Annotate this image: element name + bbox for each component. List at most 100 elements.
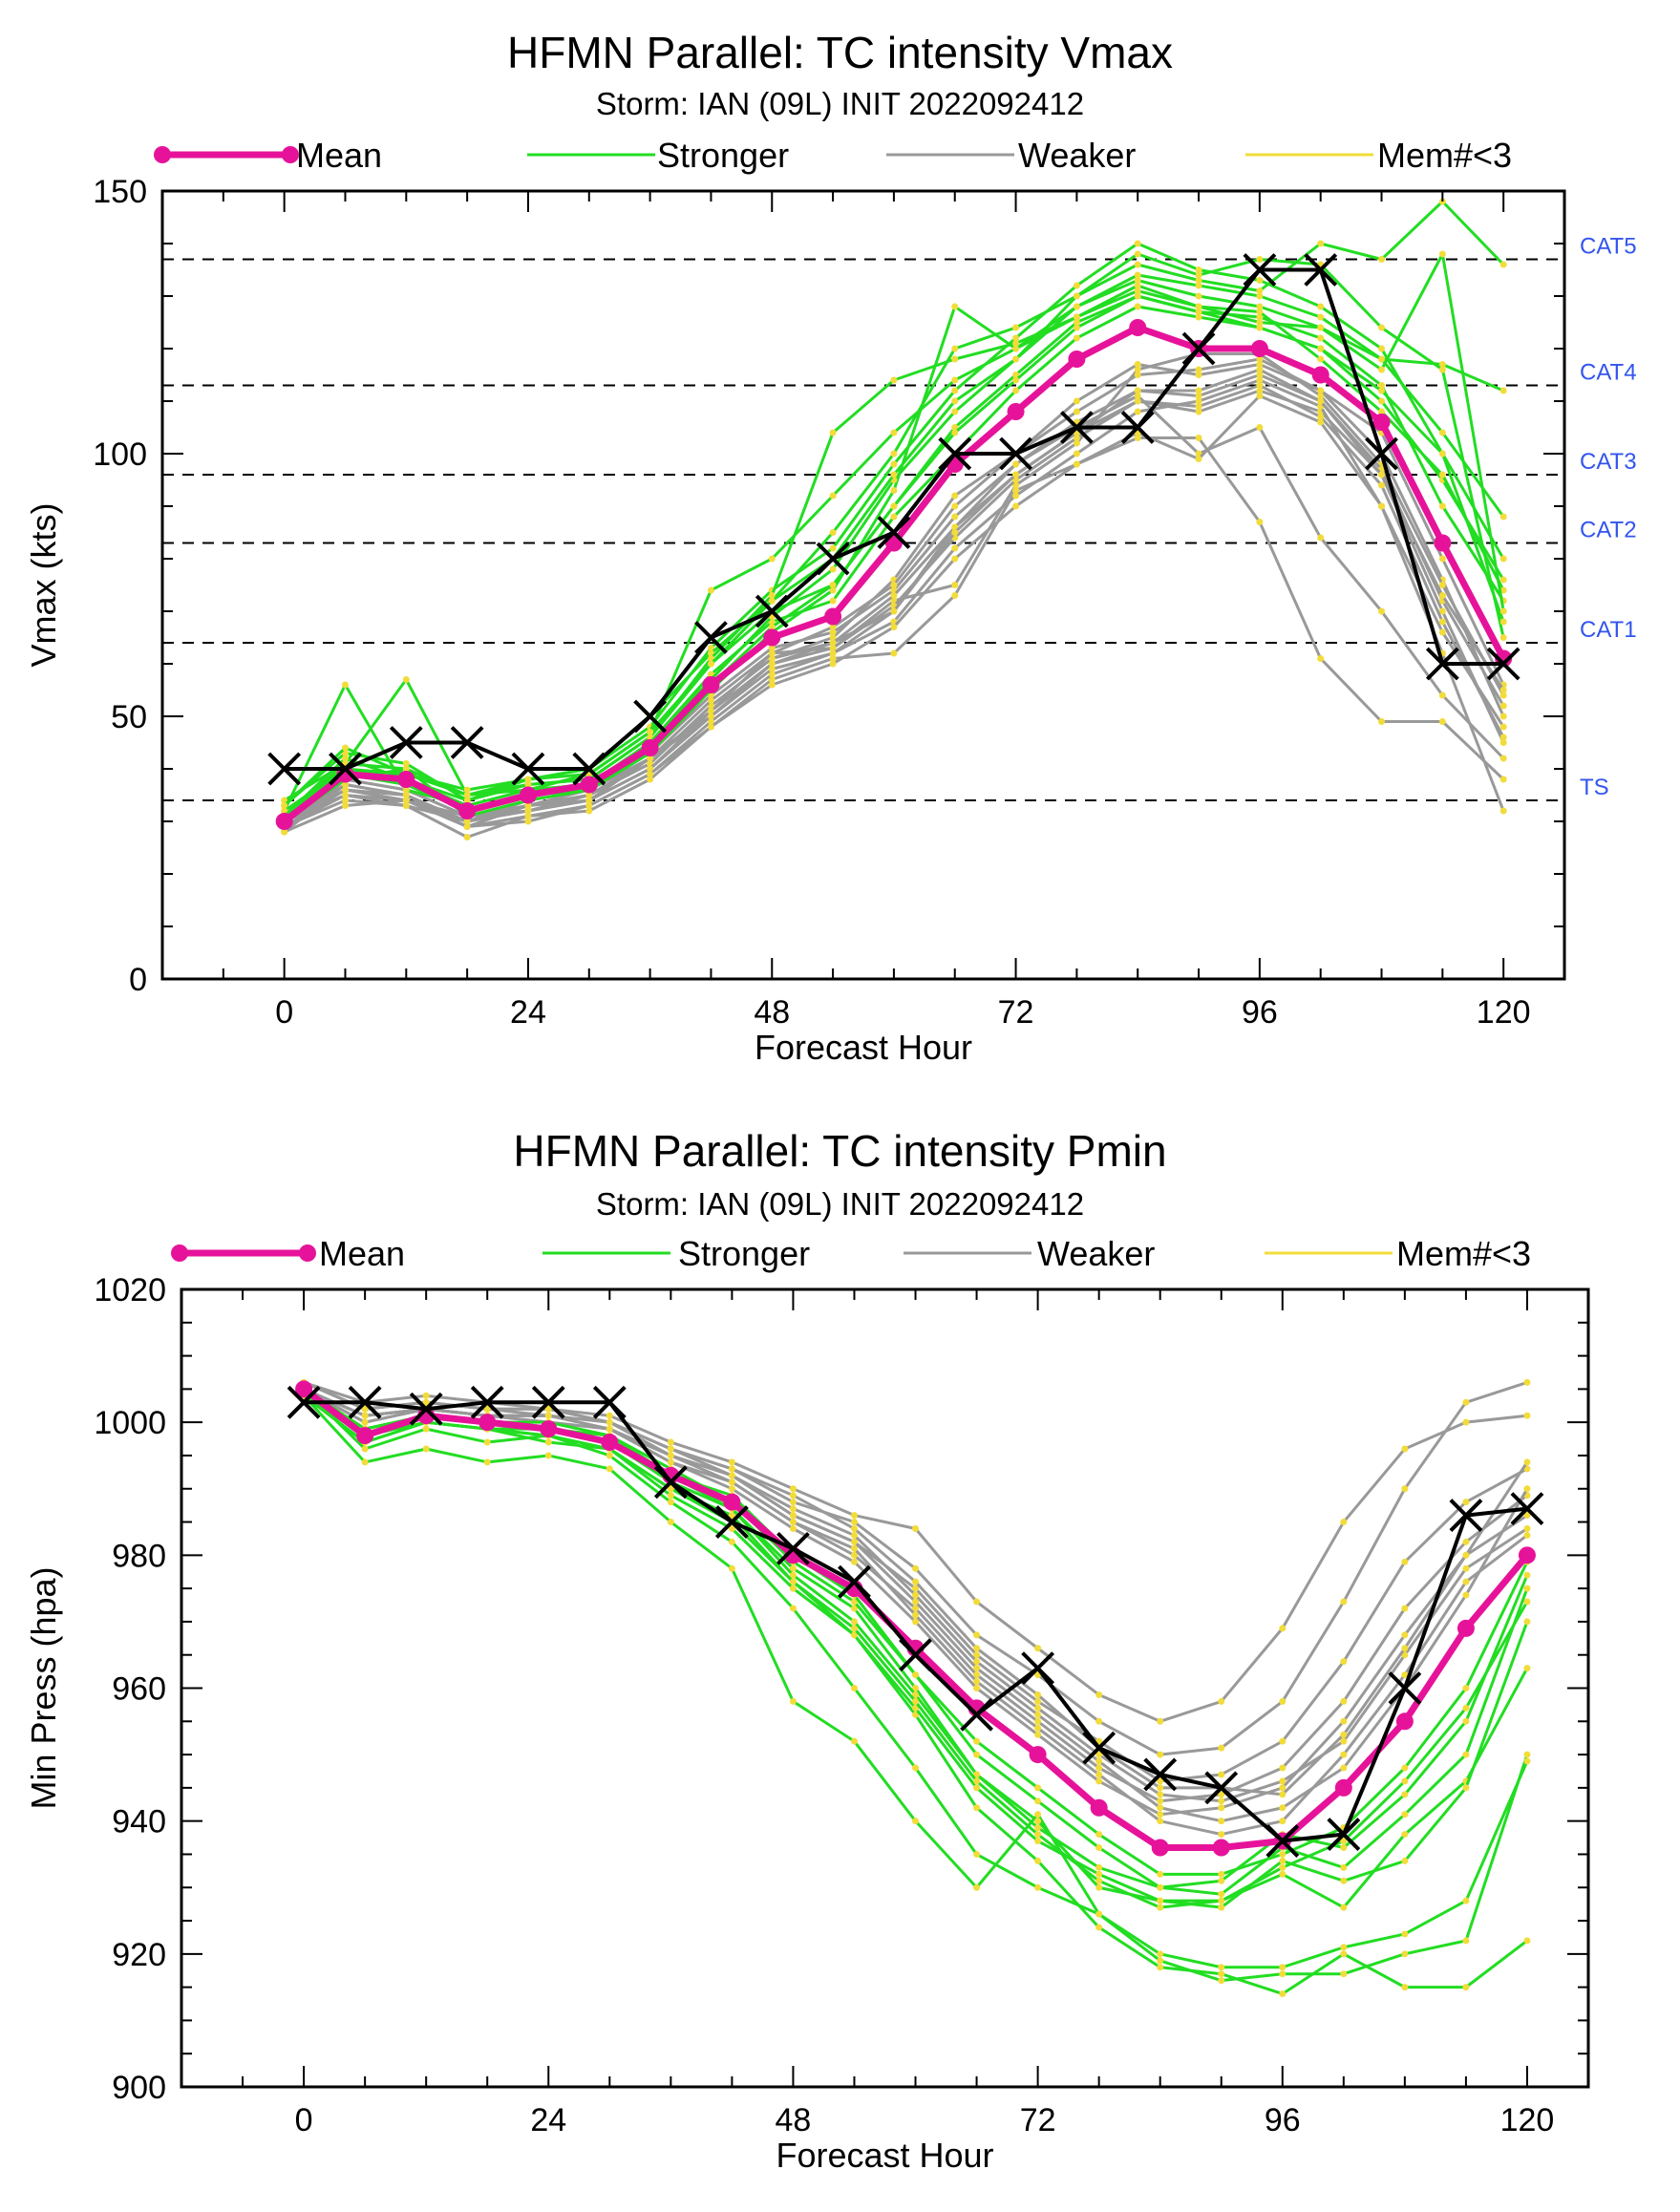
member-point bbox=[1095, 1924, 1103, 1931]
member-point bbox=[1095, 1877, 1103, 1884]
member-point bbox=[973, 1751, 981, 1758]
member-point bbox=[1256, 355, 1264, 363]
member-point bbox=[1095, 1870, 1103, 1878]
member-point bbox=[544, 1405, 552, 1413]
member-point bbox=[1523, 1751, 1531, 1758]
member-point bbox=[361, 1412, 369, 1419]
member-point bbox=[890, 450, 898, 457]
member-point bbox=[422, 1392, 430, 1399]
best-track-marker bbox=[389, 726, 423, 759]
member-point bbox=[1279, 1791, 1287, 1798]
member-point bbox=[1195, 271, 1202, 279]
y-tick-label: 150 bbox=[93, 174, 147, 210]
legend-weaker-label: Weaker bbox=[1037, 1234, 1156, 1273]
member-point bbox=[402, 786, 410, 794]
member-point bbox=[1218, 1791, 1225, 1798]
member-point bbox=[1157, 1791, 1164, 1798]
best-track-marker bbox=[287, 1385, 321, 1419]
member-point bbox=[1462, 1564, 1470, 1572]
y-tick-label: 100 bbox=[93, 436, 147, 473]
mean-point bbox=[601, 1434, 619, 1452]
member-point bbox=[1340, 1764, 1348, 1772]
member-point bbox=[647, 776, 654, 783]
member-point bbox=[1134, 393, 1141, 399]
member-point bbox=[1378, 408, 1386, 415]
member-point bbox=[1462, 1685, 1470, 1691]
member-point bbox=[973, 1771, 981, 1778]
member-point bbox=[1195, 308, 1202, 315]
category-label: TS bbox=[1580, 775, 1609, 800]
member-point bbox=[1034, 1717, 1042, 1725]
y-tick-label: 50 bbox=[111, 699, 147, 735]
member-point bbox=[1157, 1950, 1164, 1958]
member-point bbox=[1462, 1937, 1470, 1945]
member-point bbox=[829, 634, 837, 641]
member-point bbox=[1134, 292, 1141, 300]
member-point bbox=[973, 1850, 981, 1858]
member-point bbox=[850, 1519, 858, 1526]
member-point bbox=[1012, 345, 1020, 352]
member-point bbox=[1195, 366, 1202, 373]
member-point bbox=[1256, 361, 1264, 368]
member-point bbox=[768, 645, 776, 651]
member-point bbox=[1256, 424, 1264, 431]
member-point bbox=[1317, 397, 1325, 405]
x-tick-label: 120 bbox=[1500, 2102, 1555, 2138]
member-point bbox=[1256, 372, 1264, 378]
member-point bbox=[1034, 1797, 1042, 1805]
vmax-chart-panel: HFMN Parallel: TC intensity Vmax Storm: … bbox=[24, 28, 1637, 1067]
best-track-marker bbox=[938, 436, 972, 471]
member-point bbox=[1523, 1525, 1531, 1532]
member-point bbox=[341, 802, 349, 809]
member-point bbox=[1218, 1697, 1225, 1705]
legend-mean-dot bbox=[299, 1244, 316, 1262]
member-point bbox=[402, 765, 410, 773]
member-point bbox=[912, 1671, 920, 1679]
member-point bbox=[829, 565, 837, 573]
member-point bbox=[1195, 277, 1202, 284]
member-point bbox=[1195, 372, 1202, 378]
member-point bbox=[1462, 1984, 1470, 1991]
member-point bbox=[524, 802, 532, 809]
member-point bbox=[728, 1512, 735, 1520]
member-point bbox=[1218, 1870, 1225, 1878]
member-point bbox=[1157, 1717, 1164, 1725]
member-point bbox=[1401, 1984, 1409, 1991]
member-point bbox=[1438, 250, 1446, 258]
member-point bbox=[1034, 1784, 1042, 1792]
member-point bbox=[768, 555, 776, 563]
member-point bbox=[1378, 382, 1386, 389]
member-point bbox=[1438, 502, 1446, 510]
member-point bbox=[1401, 1857, 1409, 1864]
member-point bbox=[768, 676, 776, 683]
member-point bbox=[890, 592, 898, 599]
member-point bbox=[524, 781, 532, 788]
member-point bbox=[951, 303, 959, 310]
member-point bbox=[1279, 1764, 1287, 1772]
x-axis-label: Forecast Hour bbox=[776, 2136, 993, 2175]
chart-title: HFMN Parallel: TC intensity Pmin bbox=[513, 1126, 1167, 1176]
pmin-plot: 0 24 48 72 96 120 900 920 940 960 980 1000 1020 Forec… bbox=[24, 1244, 1590, 2175]
member-point bbox=[973, 1685, 981, 1691]
member-point bbox=[829, 660, 837, 668]
best-track-marker bbox=[1143, 1757, 1178, 1792]
member-point bbox=[890, 502, 898, 510]
member-point bbox=[912, 1564, 920, 1572]
member-point bbox=[1523, 1378, 1531, 1386]
member-point bbox=[1340, 1877, 1348, 1884]
member-point bbox=[1073, 460, 1080, 468]
member-point bbox=[667, 1485, 674, 1493]
member-point bbox=[1499, 755, 1507, 762]
member-point bbox=[1317, 334, 1325, 342]
member-point bbox=[890, 607, 898, 615]
x-tick-label: 72 bbox=[1020, 2102, 1056, 2138]
member-point bbox=[1256, 313, 1264, 321]
x-tick-label: 48 bbox=[776, 2102, 812, 2138]
member-point bbox=[789, 1499, 797, 1506]
member-point bbox=[1279, 1818, 1287, 1825]
member-point bbox=[1095, 1764, 1103, 1772]
member-point bbox=[1523, 1618, 1531, 1626]
mean-point bbox=[397, 771, 415, 788]
member-point bbox=[422, 1398, 430, 1406]
member-point bbox=[1340, 1598, 1348, 1606]
